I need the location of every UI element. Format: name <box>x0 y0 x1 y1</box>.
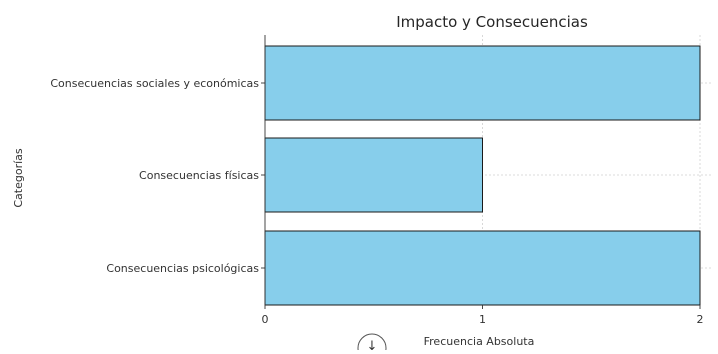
chart-title: Impacto y Consecuencias <box>396 13 588 31</box>
x-tick-label: 1 <box>479 313 486 326</box>
scroll-cursor-icon: ↓ <box>357 333 387 354</box>
bar <box>264 137 483 213</box>
y-tick-label: Consecuencias sociales y económicas <box>50 77 259 90</box>
y-axis-label: Categorías <box>12 148 25 208</box>
bar <box>264 230 701 306</box>
x-tick-label: 2 <box>697 313 704 326</box>
bar <box>264 45 701 121</box>
ticks-layer: 0 1 2 Consecuencias psicológicas Consecuenci… <box>50 77 703 326</box>
bars-layer <box>264 45 701 306</box>
x-axis-label: Frecuencia Absoluta <box>424 335 535 348</box>
labels-layer: Impacto y Consecuencias Frecuencia Absol… <box>12 13 588 348</box>
svg-text:↓: ↓ <box>367 339 378 350</box>
x-tick-label: 0 <box>262 313 269 326</box>
y-tick-label: Consecuencias psicológicas <box>106 262 259 275</box>
y-tick-label: Consecuencias físicas <box>139 169 259 182</box>
